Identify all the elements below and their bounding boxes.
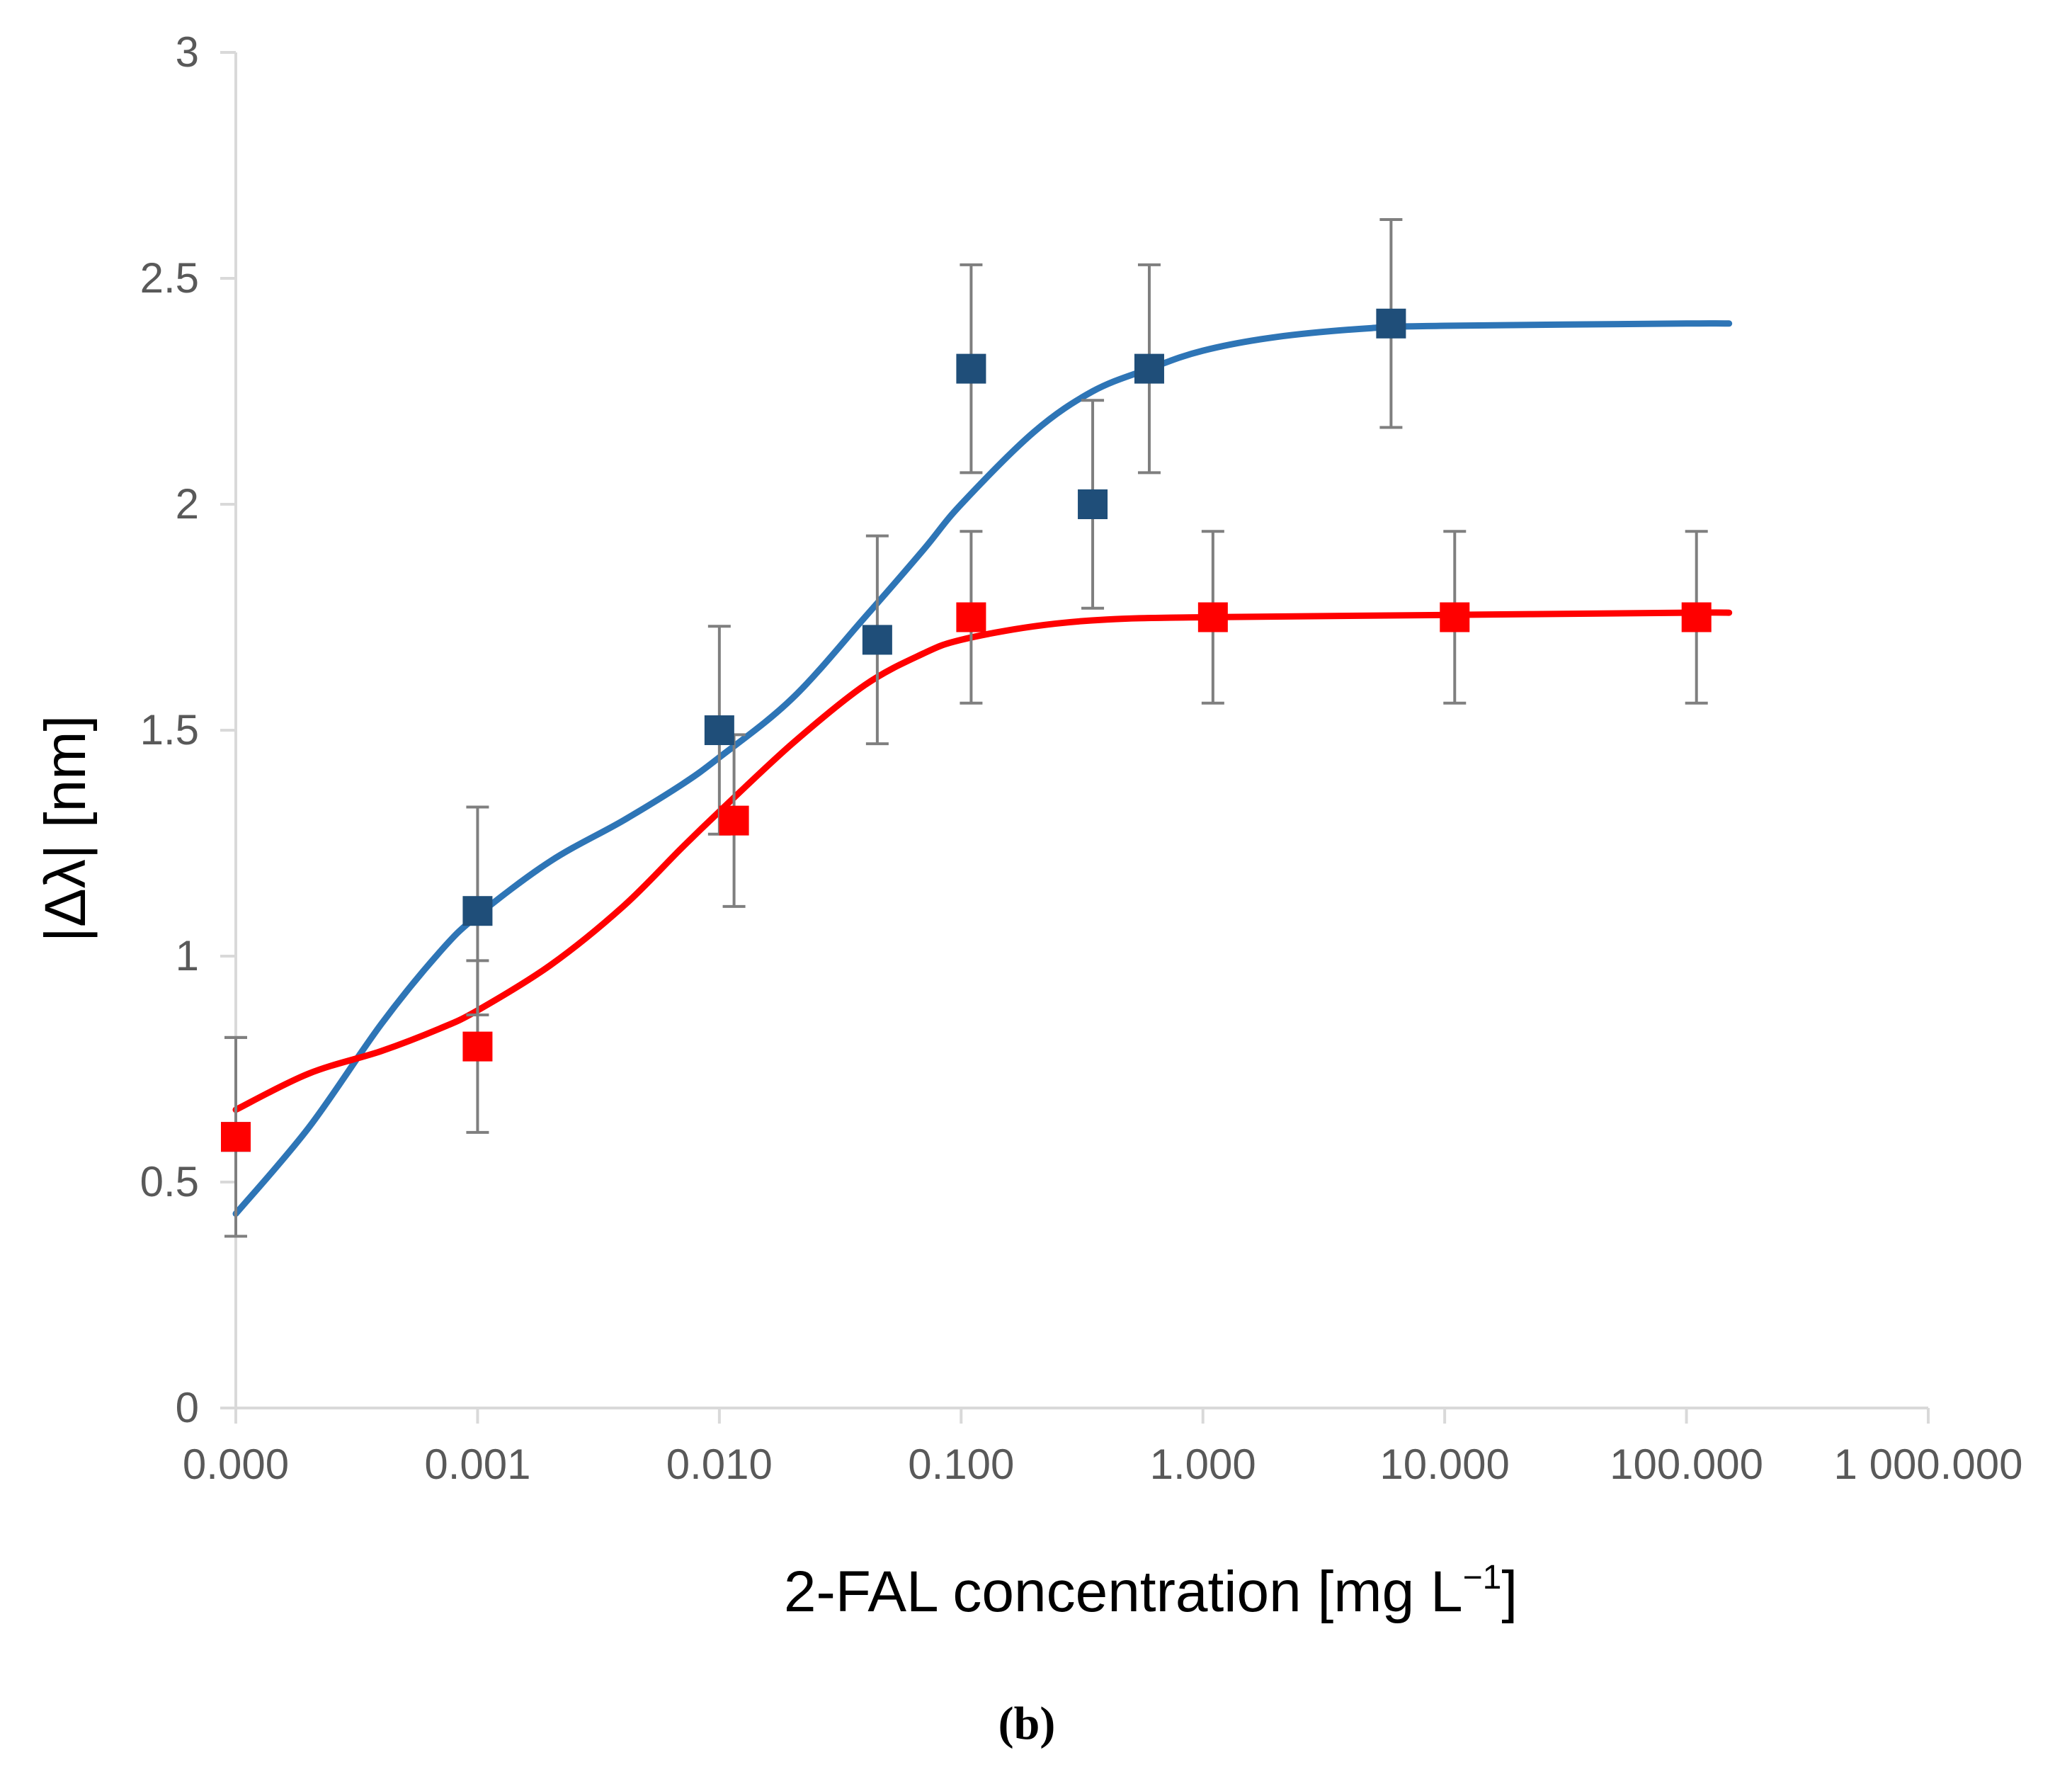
data-point-red	[956, 602, 986, 632]
data-point-red	[1681, 602, 1712, 632]
fit-curve-blue	[232, 320, 1733, 1217]
x-tick-label: 10.000	[1379, 1441, 1510, 1488]
y-tick-label: 1	[176, 932, 199, 980]
fit-curve-red	[232, 609, 1733, 1113]
data-markers	[221, 308, 1712, 1152]
data-point-red	[719, 805, 749, 836]
data-point-blue	[462, 896, 493, 926]
fit-curves	[232, 320, 1733, 1217]
y-axis-ticks: 0 0.5 1 1.5 2 2.5 3	[140, 28, 236, 1431]
figure-caption: (b)	[998, 1698, 1056, 1749]
x-tick-label: 0.000	[183, 1441, 289, 1488]
data-point-red	[1440, 602, 1470, 632]
x-axis-title: 2-FAL concentration [mg L−1]	[784, 1559, 1518, 1624]
y-tick-label: 1.5	[140, 706, 199, 754]
x-tick-label: 100.000	[1610, 1441, 1763, 1488]
data-point-blue	[956, 353, 986, 384]
data-point-blue	[862, 625, 892, 655]
data-point-blue	[1376, 308, 1406, 339]
data-point-blue	[704, 715, 734, 745]
x-tick-label: 0.001	[424, 1441, 530, 1488]
y-tick-label: 2.5	[140, 254, 199, 302]
y-tick-label: 0	[176, 1384, 199, 1431]
x-tick-label: 0.100	[908, 1441, 1014, 1488]
data-point-blue	[1134, 353, 1164, 384]
y-axis-title: |Δλ| [nm]	[33, 715, 98, 943]
y-tick-label: 0.5	[140, 1158, 199, 1205]
x-axis-title-main: 2-FAL concentration [mg L	[784, 1560, 1463, 1624]
data-point-red	[462, 1031, 493, 1062]
x-axis-title-superscript: −1	[1463, 1559, 1502, 1596]
data-point-red	[221, 1122, 251, 1152]
x-tick-label: 1 000.000	[1834, 1441, 2023, 1488]
data-point-blue	[1078, 489, 1108, 519]
data-point-red	[1197, 602, 1228, 632]
y-tick-label: 2	[176, 480, 199, 528]
x-axis-title-suffix: ]	[1501, 1560, 1518, 1624]
chart-axes	[234, 52, 1928, 1409]
x-tick-label: 0.010	[666, 1441, 773, 1488]
x-tick-label: 1.000	[1150, 1441, 1256, 1488]
y-tick-label: 3	[176, 28, 199, 76]
x-axis-ticks: 0.000 0.001 0.010 0.100 1.000 10.000 100.000 1 …	[183, 1408, 2023, 1488]
